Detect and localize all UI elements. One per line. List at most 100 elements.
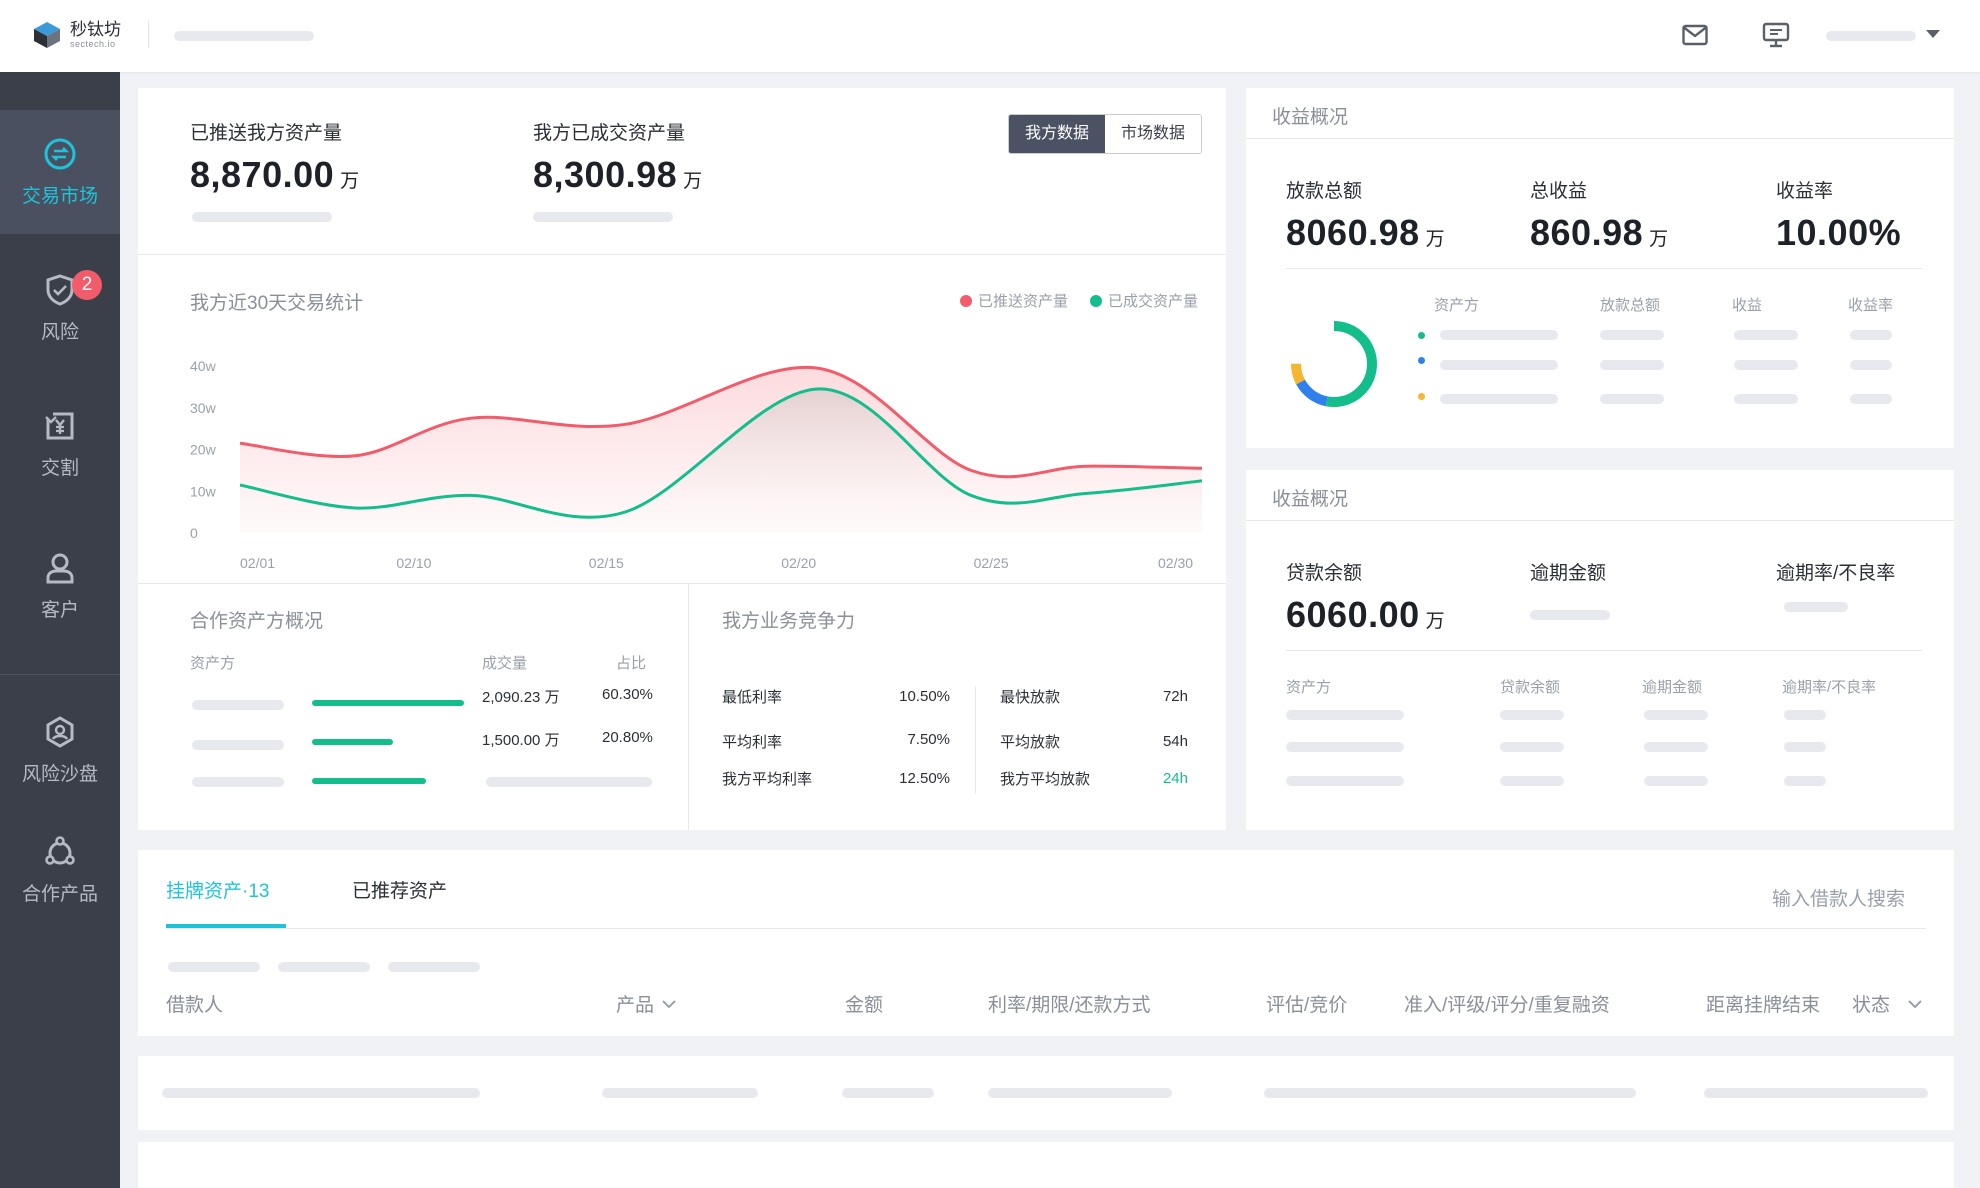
tab-recommended-assets[interactable]: 已推荐资产 bbox=[352, 881, 448, 902]
loan-total-value: 8060.98 bbox=[1286, 212, 1420, 253]
income-card: 收益概况 放款总额 8060.98 万 总收益 860.98 万 收益率 10.00… bbox=[1246, 88, 1954, 448]
col-status[interactable]: 状态 bbox=[1852, 990, 1922, 1017]
total-income: 860.98 万 bbox=[1530, 212, 1668, 254]
compete-title: 我方业务竞争力 bbox=[722, 611, 856, 632]
sidebar-item-customer[interactable]: 客户 bbox=[0, 524, 120, 648]
table-row[interactable] bbox=[138, 1056, 1954, 1130]
cell-placeholder bbox=[1500, 742, 1564, 752]
divider bbox=[1286, 268, 1922, 269]
col-loan-total: 放款总额 bbox=[1600, 297, 1661, 314]
top-bar: 秒钛坊 sectech.io bbox=[0, 0, 1980, 72]
donut-segment-green bbox=[1291, 321, 1377, 407]
total-income-value: 860.98 bbox=[1530, 212, 1644, 253]
hex-shield-icon bbox=[46, 715, 74, 748]
our-avg-loan-value: 24h bbox=[1162, 770, 1188, 787]
balance-value: 6060.00 bbox=[1286, 594, 1420, 635]
avg-loan-label: 平均放款 bbox=[1000, 734, 1061, 751]
legend-label: 已成交资产量 bbox=[1107, 293, 1198, 310]
y-tick-label: 20w bbox=[190, 442, 217, 458]
cell-placeholder bbox=[1644, 710, 1708, 720]
partner-volume: 2,090.23 万 bbox=[482, 689, 560, 706]
mail-icon[interactable] bbox=[1682, 24, 1708, 46]
col-rate-term[interactable]: 利率/期限/还款方式 bbox=[988, 995, 1151, 1016]
cell-placeholder bbox=[1850, 394, 1892, 404]
tab-listed-assets[interactable]: 挂牌资产·13 bbox=[166, 881, 270, 902]
breadcrumb-placeholder bbox=[174, 31, 314, 41]
income-rate: 10.00% bbox=[1776, 212, 1901, 254]
cell-placeholder bbox=[1704, 1088, 1928, 1098]
fastest-loan-label: 最快放款 bbox=[1000, 689, 1061, 706]
y-tick-label: 0 bbox=[190, 525, 198, 541]
cell-placeholder bbox=[1784, 710, 1826, 720]
yen-box-icon bbox=[45, 412, 74, 439]
col-income-rate: 收益率 bbox=[1848, 297, 1894, 314]
loan-balance-card: 收益概况 贷款余额 6060.00 万 逾期金额 逾期率/不良率 资产方 贷款余额… bbox=[1246, 470, 1954, 830]
cell-placeholder bbox=[1600, 330, 1664, 340]
pushed-label: 已推送我方资产量 bbox=[190, 123, 343, 144]
col-overdue-rate: 逾期率/不良率 bbox=[1782, 679, 1877, 696]
toggle-market[interactable]: 市场数据 bbox=[1105, 115, 1202, 153]
sidebar-item-market[interactable]: 交易市场 bbox=[0, 110, 120, 234]
col-admission[interactable]: 准入/评级/评分/重复融资 bbox=[1404, 995, 1610, 1016]
borrower-search-input[interactable]: 输入借款人搜索 bbox=[1772, 889, 1906, 910]
col-status-label: 状态 bbox=[1852, 995, 1891, 1016]
monitor-icon[interactable] bbox=[1762, 22, 1790, 48]
toggle-ours[interactable]: 我方数据 bbox=[1009, 115, 1106, 153]
cell-placeholder bbox=[602, 1088, 758, 1098]
loan-total-label: 放款总额 bbox=[1286, 181, 1363, 202]
chevron-down-icon[interactable] bbox=[1926, 30, 1940, 38]
exchange-icon bbox=[44, 138, 76, 169]
overdue-rate-placeholder bbox=[1784, 602, 1848, 612]
overdue-label: 逾期金额 bbox=[1530, 563, 1607, 584]
deal-unit: 万 bbox=[683, 171, 703, 192]
trade-overview-card: 已推送我方资产量 8,870.00 万 我方已成交资产量 8,300.98 万 我方… bbox=[138, 88, 1226, 830]
volume-placeholder bbox=[486, 777, 652, 787]
sidebar-item-risk[interactable]: 风险 2 bbox=[0, 246, 120, 370]
filter-placeholder[interactable] bbox=[278, 962, 370, 972]
cube-logo-icon bbox=[34, 22, 60, 48]
brand-logo[interactable]: 秒钛坊 sectech.io bbox=[32, 20, 121, 50]
partner-bar bbox=[312, 739, 393, 745]
avg-rate-label: 平均利率 bbox=[722, 734, 783, 751]
user-icon bbox=[46, 553, 74, 583]
deal-amount: 8,300.98 万 bbox=[533, 154, 702, 196]
table-row[interactable] bbox=[138, 1142, 1954, 1188]
x-tick-label: 02/01 bbox=[240, 555, 275, 571]
cell-placeholder bbox=[842, 1088, 934, 1098]
cell-placeholder bbox=[1734, 394, 1798, 404]
cell-placeholder bbox=[1500, 776, 1564, 786]
party-placeholder bbox=[1440, 360, 1558, 370]
col-amount[interactable]: 金额 bbox=[845, 995, 884, 1016]
divider bbox=[688, 583, 689, 830]
deal-value: 8,300.98 bbox=[533, 154, 678, 195]
pushed-value: 8,870.00 bbox=[190, 154, 335, 195]
filter-placeholder[interactable] bbox=[388, 962, 480, 972]
sidebar-item-risk-sandbox[interactable]: 风险沙盘 bbox=[0, 688, 120, 812]
listing-card: 挂牌资产·13 已推荐资产 输入借款人搜索 借款人 产品 金额 利率/期限/还款… bbox=[138, 850, 1954, 1036]
cell-placeholder bbox=[1784, 776, 1826, 786]
income2-title: 收益概况 bbox=[1272, 489, 1349, 510]
col-volume: 成交量 bbox=[482, 655, 528, 672]
col-evaluation[interactable]: 评估/竞价 bbox=[1266, 995, 1348, 1016]
party-placeholder bbox=[1286, 776, 1404, 786]
active-tab-indicator bbox=[166, 924, 286, 928]
pushed-placeholder bbox=[192, 212, 332, 222]
col-countdown[interactable]: 距离挂牌结束 bbox=[1706, 995, 1821, 1016]
cell-placeholder bbox=[1850, 360, 1892, 370]
cell-placeholder bbox=[1500, 710, 1564, 720]
sidebar-item-delivery[interactable]: 交割 bbox=[0, 382, 120, 506]
user-name-placeholder[interactable] bbox=[1826, 31, 1916, 41]
our-avg-loan-label: 我方平均放款 bbox=[1000, 771, 1091, 788]
balance: 6060.00 万 bbox=[1286, 594, 1445, 636]
col-product[interactable]: 产品 bbox=[616, 990, 676, 1017]
x-tick-label: 02/10 bbox=[396, 555, 431, 571]
sidebar-item-partner-products[interactable]: 合作产品 bbox=[0, 808, 120, 932]
partner-share: 20.80% bbox=[602, 729, 653, 746]
filter-placeholder[interactable] bbox=[168, 962, 260, 972]
avg-rate-value: 7.50% bbox=[907, 731, 950, 748]
deal-placeholder bbox=[533, 212, 673, 222]
our-avg-rate-label: 我方平均利率 bbox=[722, 771, 813, 788]
col-borrower[interactable]: 借款人 bbox=[166, 995, 224, 1016]
x-tick-label: 02/30 bbox=[1158, 555, 1193, 571]
sidebar-item-label: 客户 bbox=[40, 599, 79, 621]
